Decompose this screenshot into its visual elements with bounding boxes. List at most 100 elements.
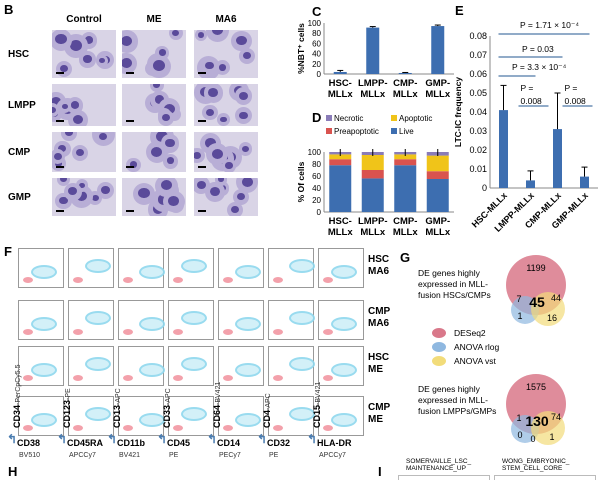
venn-diagram-1: 1199 7 45 44 1 16 (506, 255, 566, 326)
y-marker-fluor: -APC (115, 388, 122, 405)
nucleus (236, 35, 247, 46)
bar (366, 27, 380, 74)
bar-segment-live (426, 179, 449, 212)
panel-label-d: D (312, 110, 322, 125)
legend-item: ANOVA rlog (432, 340, 499, 354)
micrograph (122, 84, 186, 126)
x-tick-label: MLLx (328, 227, 354, 238)
y-tick-label: 0 (482, 183, 487, 193)
x-marker-fluor: APCCy7 (69, 452, 96, 459)
scale-bar (198, 120, 206, 122)
population-blue (85, 407, 111, 421)
y-tick-label: 0.06 (469, 69, 487, 79)
legend-swatch (432, 328, 446, 338)
x-tick-label: CMP- (393, 78, 417, 89)
population-blue (31, 317, 57, 331)
bar (333, 71, 347, 74)
bar-segment-preapoptotic (394, 159, 417, 166)
panel-label-c: C (312, 4, 322, 19)
venn-circle-anova-rlog (511, 296, 539, 324)
y-marker-name: CD15 (312, 404, 322, 428)
axis-arrow-icon: ↰ (207, 432, 218, 446)
population-red (123, 425, 133, 431)
population-red (123, 329, 133, 335)
venn-count-ab: 1 (516, 413, 521, 423)
nucleus (155, 132, 168, 142)
flow-plot (218, 346, 264, 386)
population-red (223, 375, 233, 381)
legend-swatch (391, 128, 397, 134)
row-label-line: HSC (368, 254, 390, 265)
nucleus (168, 196, 180, 206)
x-marker-fluor: PE (169, 452, 179, 459)
panel-label-b: B (4, 2, 14, 17)
nucleus (160, 180, 172, 191)
population-red (273, 329, 283, 335)
venn2-title: DE genes highly expressed in MLL-fusion … (418, 384, 497, 416)
bar-segment-live (329, 165, 352, 212)
row-label-line: CMP (368, 402, 391, 413)
venn-count-a: 1199 (526, 263, 545, 273)
population-blue (31, 363, 57, 377)
bar (580, 176, 589, 188)
nucleus (155, 95, 165, 104)
p-value-annotation: P = 1.71 × 10⁻⁴ (520, 20, 579, 30)
nucleus (70, 101, 79, 109)
nucleus (122, 36, 133, 47)
micrograph (122, 30, 186, 78)
x-marker-name: CD38 (17, 438, 41, 448)
population-blue (235, 317, 261, 331)
x-tick-label: MLLx (328, 89, 354, 100)
x-tick-label: MLLx (393, 89, 419, 100)
micrograph (194, 30, 258, 78)
flow-plot (18, 300, 64, 340)
population-red (173, 277, 183, 283)
x-tick-label: MLLx (360, 227, 386, 238)
y-tick-label: 80 (312, 160, 321, 169)
population-red (123, 277, 133, 283)
flow-plot (118, 346, 165, 386)
nucleus (205, 138, 216, 148)
x-marker-name: CD11b (117, 438, 146, 448)
flow-plot (318, 300, 364, 340)
nucleus (220, 116, 227, 123)
flow-plot (18, 248, 64, 288)
nucleus (208, 88, 219, 97)
bar-segment-apoptotic (361, 155, 384, 170)
flow-plot (218, 248, 264, 288)
column-header-control: Control (66, 14, 102, 25)
flow-plot (18, 396, 64, 436)
x-marker-fluor: PECy7 (219, 452, 241, 459)
nucleus (151, 146, 163, 157)
nucleus (130, 161, 138, 168)
population-red (273, 425, 283, 431)
population-blue (139, 265, 165, 279)
gsea-plot-1 (398, 475, 490, 480)
y-tick-label: 20 (312, 196, 321, 205)
nucleus (75, 190, 88, 202)
venn-circle-anova-vst (531, 411, 565, 445)
population-blue (181, 311, 207, 325)
nucleus (91, 194, 99, 202)
x-tick-label: MLLx (360, 89, 386, 100)
micrograph (122, 132, 186, 172)
axis-arrow-icon: ↰ (107, 432, 118, 446)
legend-item: DESeq2 (432, 326, 499, 340)
population-red (23, 425, 33, 431)
population-blue (181, 407, 207, 421)
flow-plot (68, 248, 114, 288)
bar-segment-apoptotic (426, 155, 449, 172)
y-marker-label: CD13-APC (110, 388, 124, 428)
population-red (173, 329, 183, 335)
population-red (23, 277, 33, 283)
x-marker-name: CD14 (217, 438, 241, 448)
row-label-hsc: HSC (8, 49, 30, 60)
nucleus (60, 65, 69, 73)
y-marker-name: CD123 (62, 399, 72, 428)
y-axis-label: LTC-IC frequency (453, 77, 463, 147)
nucleus (52, 106, 56, 113)
y-marker-fluor: -BV421 (215, 381, 222, 405)
population-red (323, 277, 333, 283)
nucleus (99, 57, 106, 64)
nucleus (206, 108, 214, 116)
